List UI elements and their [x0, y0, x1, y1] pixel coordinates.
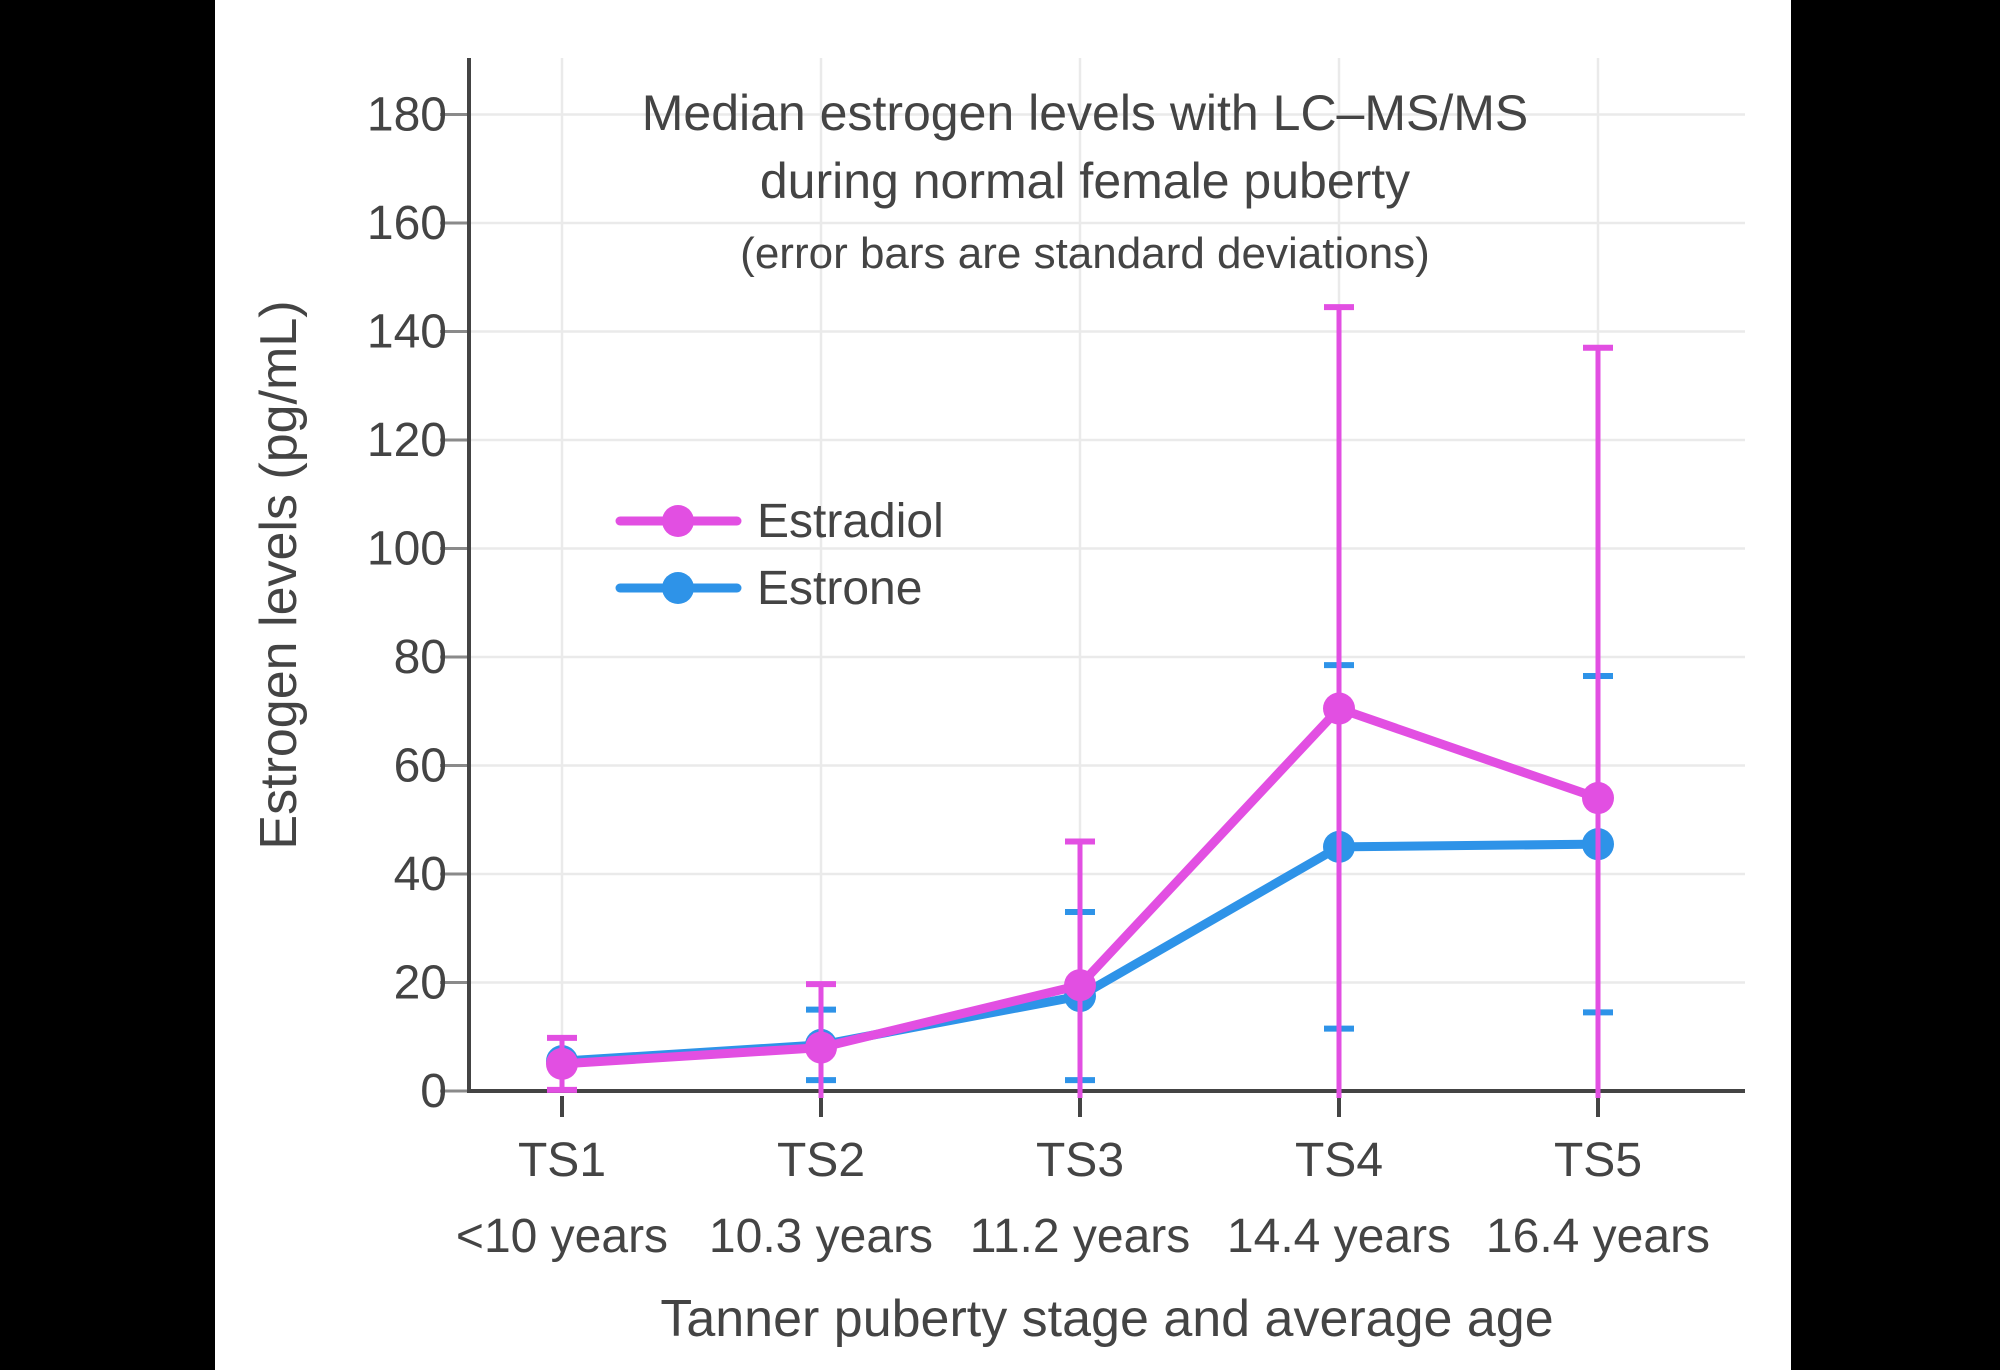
error-bar	[1583, 344, 1613, 1098]
estrone-legend-marker	[662, 572, 694, 604]
tick-marks	[440, 113, 1600, 1117]
estradiol-legend-label: Estradiol	[757, 495, 944, 548]
data-point-marker	[1582, 782, 1614, 815]
x-axis-title: Tanner puberty stage and average age	[660, 1290, 1553, 1348]
x-tick-sublabel: 10.3 years	[709, 1210, 933, 1263]
estrone-legend-label: Estrone	[757, 562, 922, 615]
tick-labels: 0 20 40 60 80 100 120 140 160 180 TS1 <10 years TS2 1…	[367, 89, 1710, 1264]
chart-panel	[215, 0, 1791, 1370]
y-tick-label: 140	[367, 306, 447, 359]
x-tick-sublabel: <10 years	[456, 1210, 668, 1263]
x-tick-label: TS5	[1554, 1134, 1642, 1187]
y-tick-label: 20	[394, 957, 447, 1010]
legend: Estradiol Estrone	[615, 495, 944, 615]
y-tick-label: 80	[394, 631, 447, 684]
data-point-marker	[546, 1047, 578, 1080]
x-tick-sublabel: 16.4 years	[1486, 1210, 1710, 1263]
data-point-marker	[1064, 969, 1096, 1002]
x-tick-sublabel: 11.2 years	[970, 1210, 1191, 1263]
x-tick-label: TS3	[1036, 1134, 1124, 1187]
x-tick-sublabel: 14.4 years	[1227, 1210, 1451, 1263]
legend-item-estrone[interactable]: Estrone	[615, 562, 922, 615]
y-tick-label: 100	[367, 523, 447, 576]
y-tick-label: 180	[367, 89, 447, 142]
x-tick-label: TS4	[1295, 1134, 1383, 1187]
chart-subtitle: (error bars are standard deviations)	[740, 229, 1430, 278]
x-tick-label: TS2	[777, 1134, 865, 1187]
y-tick-label: 0	[420, 1065, 447, 1118]
x-tick-label: TS1	[518, 1134, 606, 1187]
legend-item-estradiol[interactable]: Estradiol	[615, 495, 944, 548]
gridlines	[469, 58, 1745, 1093]
series-estradiol	[546, 304, 1614, 1098]
series-area	[546, 304, 1614, 1098]
data-point-marker	[805, 1031, 837, 1064]
data-point-marker	[1323, 692, 1355, 725]
y-tick-label: 40	[394, 848, 447, 901]
axes	[467, 58, 1745, 1093]
y-axis-title: Estrogen levels (pg/mL)	[250, 300, 308, 849]
y-tick-label: 120	[367, 414, 447, 467]
chart-title-line-1: Median estrogen levels with LC–MS/MS	[642, 85, 1529, 141]
estradiol-legend-marker	[662, 505, 694, 537]
y-tick-label: 60	[394, 740, 447, 793]
titles: Median estrogen levels with LC–MS/MS dur…	[250, 85, 1554, 1348]
y-tick-label: 160	[367, 197, 447, 250]
chart-title-line-2: during normal female puberty	[760, 153, 1410, 209]
